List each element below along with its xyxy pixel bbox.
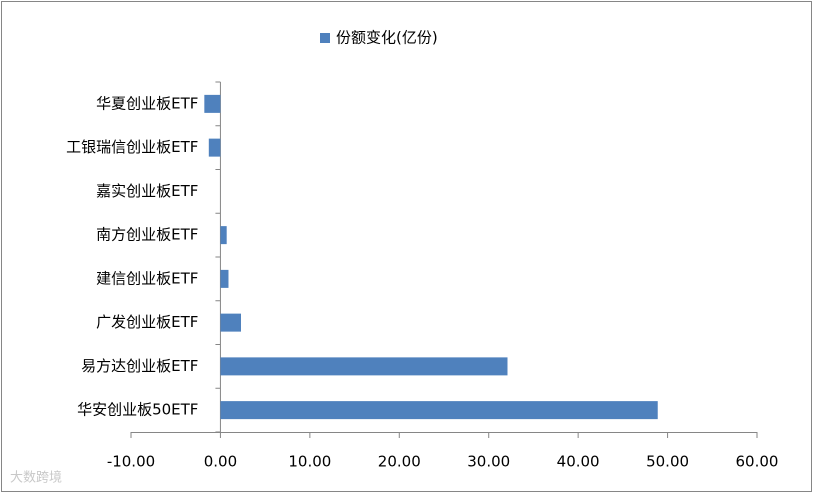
y-tick-label: 嘉实创业板ETF xyxy=(96,182,198,200)
x-tick-label: -10.00 xyxy=(107,453,155,471)
bar xyxy=(220,401,658,420)
y-tick-label: 工银瑞信创业板ETF xyxy=(66,138,198,156)
bar xyxy=(220,313,241,332)
bar xyxy=(220,269,229,288)
y-tick-label: 建信创业板ETF xyxy=(96,269,198,287)
y-tick-label: 南方创业板ETF xyxy=(96,226,198,244)
bar xyxy=(204,94,221,113)
legend-swatch xyxy=(320,33,330,43)
y-tick-label: 华夏创业板ETF xyxy=(96,94,198,112)
x-tick-label: 40.00 xyxy=(557,453,600,471)
y-tick-label: 易方达创业板ETF xyxy=(81,357,198,375)
x-tick-label: 10.00 xyxy=(288,453,331,471)
x-tick-label: 20.00 xyxy=(378,453,421,471)
legend-label: 份额变化(亿份) xyxy=(336,29,438,47)
bar xyxy=(220,226,227,245)
y-tick-label: 广发创业板ETF xyxy=(96,313,198,331)
x-tick-label: 0.00 xyxy=(204,453,237,471)
x-tick-label: 60.00 xyxy=(736,453,779,471)
bar xyxy=(208,138,221,157)
x-tick-label: 50.00 xyxy=(646,453,689,471)
x-tick-label: 30.00 xyxy=(467,453,510,471)
y-tick-label: 华安创业板50ETF xyxy=(77,401,198,419)
watermark: 大数跨境 xyxy=(10,471,62,486)
bar xyxy=(220,357,508,376)
